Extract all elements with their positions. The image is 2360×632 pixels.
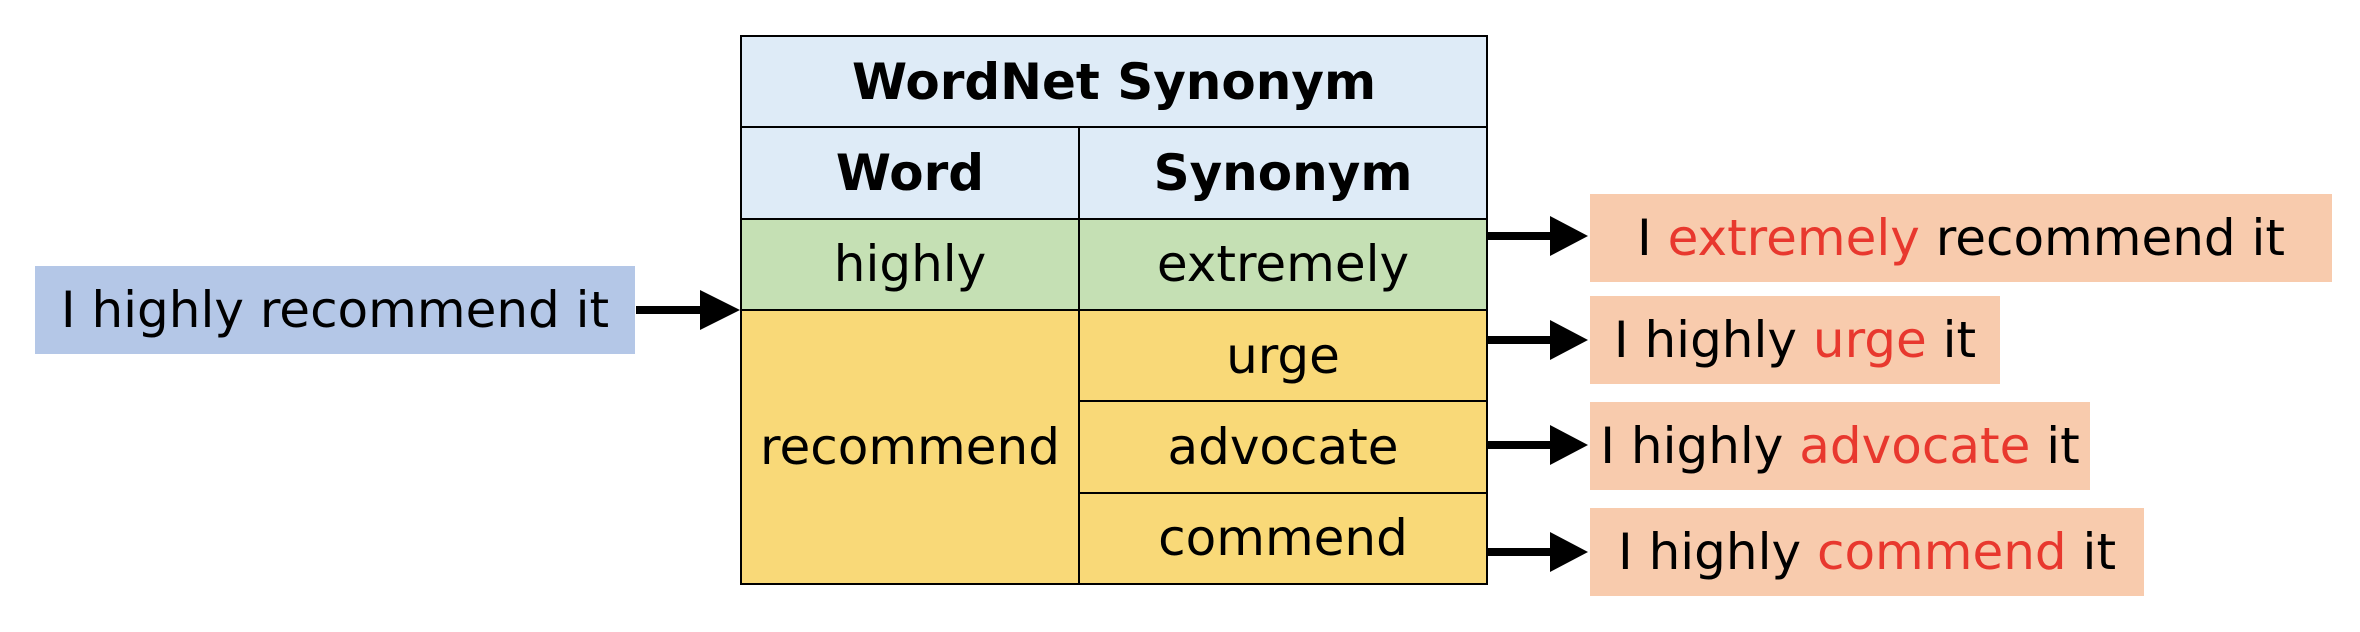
wordnet-synonym-table: WordNet Synonym Word Synonym highly extr… (739, 34, 1489, 586)
table-title: WordNet Synonym (739, 34, 1489, 129)
output-sentence-3: I highly advocate it (1590, 402, 2090, 490)
arrow-to-output-2 (1486, 320, 1588, 360)
output-3-before: I highly (1600, 417, 1800, 475)
output-sentence-4: I highly commend it (1590, 508, 2144, 596)
arrow-to-output-4 (1486, 532, 1588, 572)
output-4-before: I highly (1617, 523, 1817, 581)
output-2-after: it (1926, 311, 1977, 369)
output-4-replaced: commend (1816, 523, 2067, 581)
synonym-cell-advocate: advocate (1077, 400, 1489, 494)
synonym-cell-commend: commend (1077, 491, 1489, 586)
input-sentence: I highly recommend it (35, 266, 635, 354)
word-cell-highly: highly (740, 217, 1080, 311)
output-4-after: it (2066, 523, 2117, 581)
column-header-synonym: Synonym (1077, 126, 1489, 220)
arrow-to-output-1 (1486, 216, 1588, 256)
output-3-after: it (2030, 417, 2080, 475)
output-1-after: recommend it (1919, 209, 2286, 267)
output-1-before: I (1636, 209, 1668, 267)
output-2-before: I highly (1613, 311, 1813, 369)
output-sentence-1: I extremely recommend it (1590, 194, 2332, 282)
arrow-to-output-3 (1486, 425, 1588, 465)
output-2-replaced: urge (1812, 311, 1927, 369)
synonym-cell-extremely: extremely (1077, 217, 1489, 311)
output-sentence-2: I highly urge it (1590, 296, 2000, 384)
output-3-replaced: advocate (1799, 417, 2031, 475)
synonym-cell-urge: urge (1077, 308, 1489, 403)
input-arrow (636, 290, 740, 330)
output-1-replaced: extremely (1667, 209, 1920, 267)
column-header-word: Word (740, 126, 1080, 220)
word-cell-recommend: recommend (740, 308, 1080, 586)
